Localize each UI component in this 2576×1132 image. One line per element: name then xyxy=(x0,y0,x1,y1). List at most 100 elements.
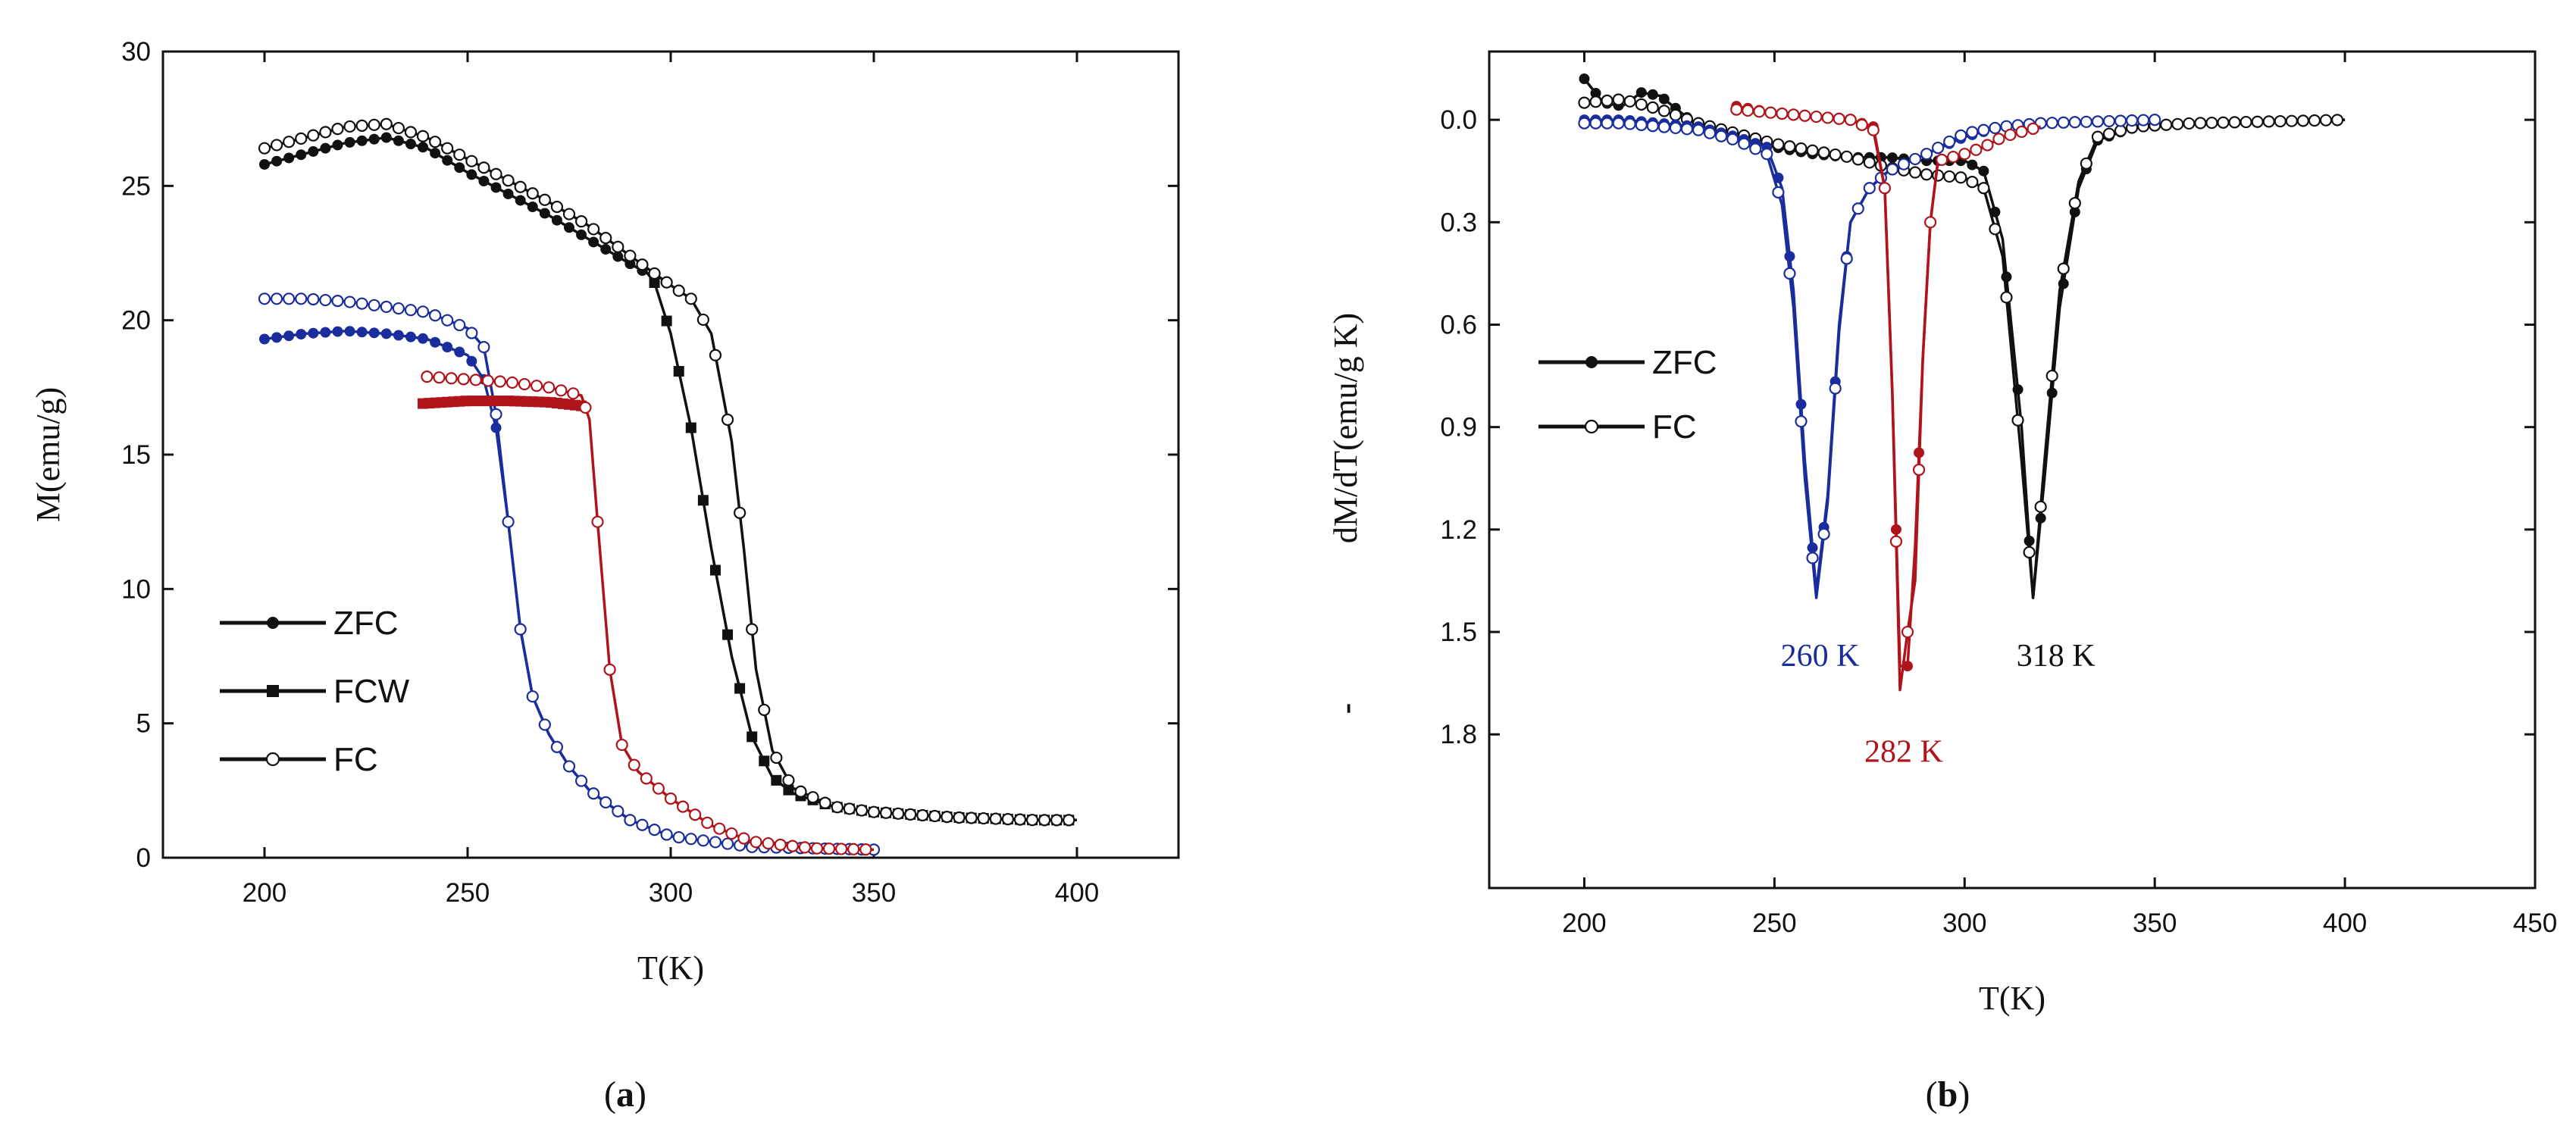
data-point xyxy=(2000,291,2013,304)
data-point xyxy=(1795,415,1808,428)
data-point xyxy=(588,236,599,248)
legend: ZFC FC xyxy=(1538,344,1717,446)
data-point xyxy=(774,838,787,851)
x-tick-label: 200 xyxy=(243,878,286,908)
data-point xyxy=(332,139,343,151)
data-point xyxy=(798,841,811,854)
data-point xyxy=(1840,252,1853,265)
data-point xyxy=(2137,114,2150,127)
data-point xyxy=(725,827,738,840)
data-point xyxy=(392,302,405,315)
data-point xyxy=(343,120,356,133)
data-point xyxy=(676,800,690,813)
series-fc-318k xyxy=(258,117,1077,827)
data-point xyxy=(493,375,506,388)
x-tick-label: 300 xyxy=(649,878,693,908)
data-point xyxy=(1943,135,1956,149)
y-tick-label: 0.6 xyxy=(1440,310,1477,339)
data-point xyxy=(453,318,466,332)
data-point xyxy=(2080,115,2092,128)
data-point xyxy=(1978,165,1989,177)
data-point xyxy=(696,313,709,327)
data-point xyxy=(380,117,393,130)
data-point xyxy=(709,349,722,361)
y-tick-label: 30 xyxy=(121,37,151,67)
data-point xyxy=(1601,117,1614,130)
data-point xyxy=(806,791,819,804)
data-point xyxy=(502,188,514,199)
data-point xyxy=(478,175,490,186)
data-point xyxy=(747,731,758,743)
series-fc-260k xyxy=(1578,114,2161,599)
data-point xyxy=(1646,120,1659,133)
y-tick-label: 1.5 xyxy=(1440,618,1477,647)
data-point xyxy=(1863,156,1876,169)
data-point xyxy=(603,663,616,676)
data-point xyxy=(308,327,319,339)
data-point xyxy=(2205,116,2218,130)
data-point xyxy=(664,792,678,805)
data-point xyxy=(308,145,319,157)
data-point xyxy=(1623,95,1636,108)
data-point xyxy=(615,738,628,752)
x-tick-label: 400 xyxy=(1055,878,1099,908)
data-point xyxy=(307,292,320,306)
data-point xyxy=(574,774,588,787)
data-point xyxy=(1635,87,1647,99)
data-point xyxy=(1833,112,1845,125)
data-point xyxy=(319,293,332,307)
data-point xyxy=(771,774,782,786)
data-point xyxy=(904,808,917,821)
data-point xyxy=(672,284,685,297)
data-point xyxy=(1579,73,1590,85)
data-point xyxy=(989,812,1002,825)
data-point xyxy=(1920,168,1933,181)
data-point xyxy=(539,208,550,219)
data-point xyxy=(416,305,430,318)
data-point xyxy=(648,267,661,280)
series-fcw-318k xyxy=(637,261,1077,826)
data-point xyxy=(1795,142,1808,155)
data-point xyxy=(1749,142,1762,155)
data-point xyxy=(1772,186,1785,199)
data-point xyxy=(1806,144,1819,157)
data-point xyxy=(750,836,762,849)
data-point xyxy=(441,314,454,327)
data-point xyxy=(2034,500,2047,513)
data-point xyxy=(320,327,331,338)
data-point xyxy=(567,387,580,400)
data-point xyxy=(453,149,466,161)
data-point xyxy=(1635,98,1648,111)
data-point xyxy=(1863,182,1876,195)
data-point xyxy=(283,152,295,164)
data-point xyxy=(442,342,453,353)
data-point xyxy=(430,336,441,348)
data-point xyxy=(1669,108,1682,121)
data-point xyxy=(713,822,726,835)
data-point xyxy=(928,809,941,823)
y-tick-label: 25 xyxy=(121,171,151,201)
data-point xyxy=(2015,125,2028,138)
legend-marker xyxy=(267,685,279,697)
data-point xyxy=(1764,106,1777,119)
data-point xyxy=(429,136,442,149)
legend-marker xyxy=(267,617,279,629)
data-point xyxy=(1038,814,1051,827)
data-point xyxy=(2251,115,2264,128)
panel-a-magnetization-chart: 200 250 300 350 400 0 5 10 15 20 25 30 T(K) M(emu/g) Z… xyxy=(30,37,1180,1115)
data-point xyxy=(527,201,538,212)
data-point xyxy=(1912,463,1926,477)
data-point xyxy=(270,139,283,152)
data-point xyxy=(271,332,283,343)
panel-caption: (a) xyxy=(604,1074,646,1115)
data-point xyxy=(2045,369,2058,383)
data-point xyxy=(2296,114,2309,127)
data-point xyxy=(405,139,416,150)
legend-label: FCW xyxy=(333,673,410,710)
data-point xyxy=(624,249,637,262)
data-point xyxy=(355,297,368,310)
data-point xyxy=(2330,114,2344,127)
data-point xyxy=(1715,130,1728,142)
x-tick-label: 200 xyxy=(1562,908,1606,938)
data-point xyxy=(1821,111,1834,124)
